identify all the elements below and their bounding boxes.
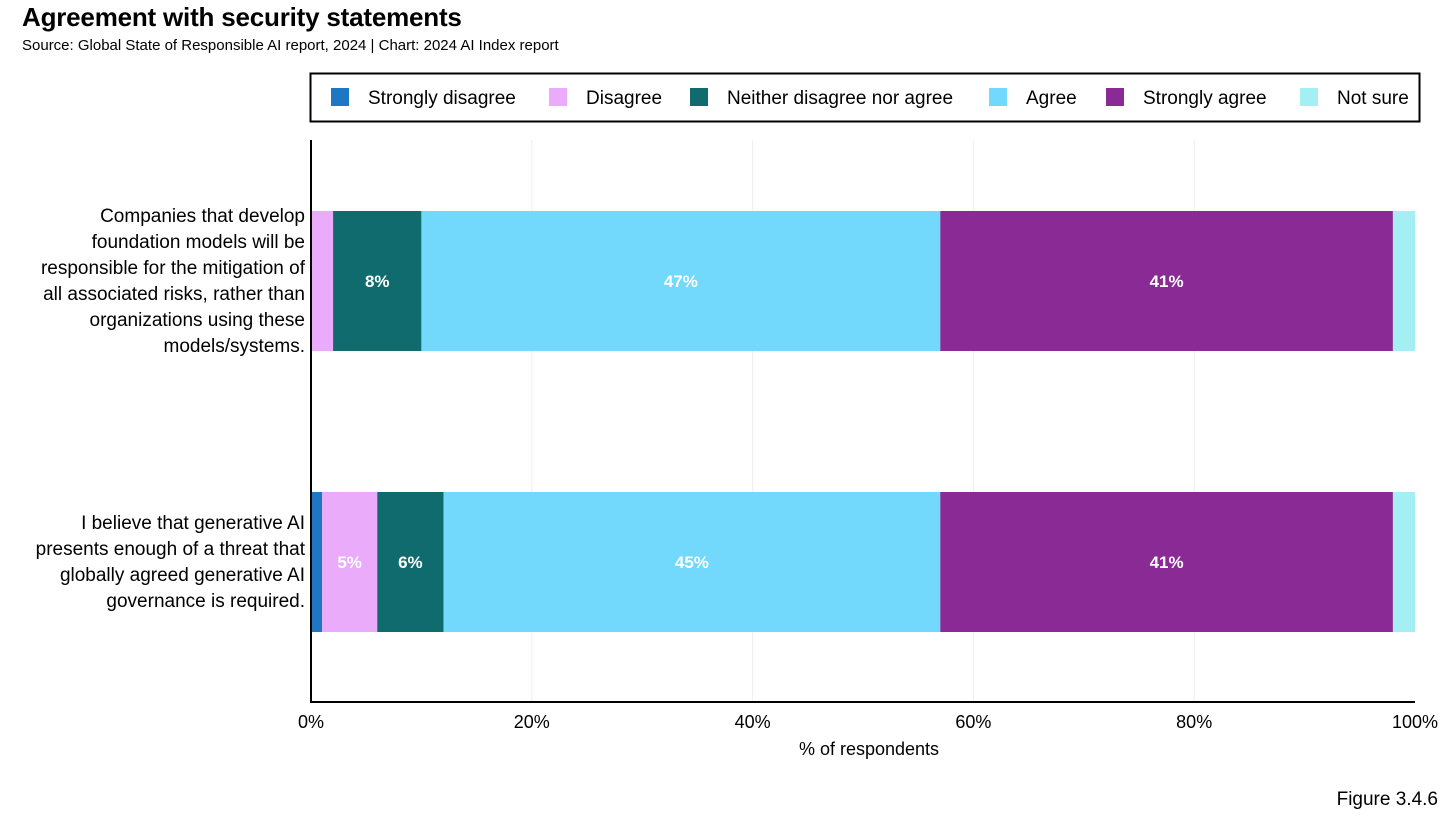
bar-segment — [1392, 211, 1415, 351]
bar-segment — [940, 492, 1393, 632]
legend-label: Agree — [1026, 88, 1077, 109]
legend-label: Disagree — [586, 88, 662, 109]
x-tick-label: 60% — [955, 712, 991, 732]
bar-segment — [1392, 492, 1415, 632]
legend-swatch — [1106, 88, 1124, 106]
data-label: 8% — [365, 272, 390, 291]
legend-swatch — [549, 88, 567, 106]
category-labels: Companies that develop foundation models … — [36, 206, 306, 612]
bar-segment — [333, 211, 422, 351]
category-label: I believe that generative AI presents eno… — [36, 513, 306, 612]
x-tick-labels: 0% 20% 40% 60% 80% 100% — [298, 712, 1438, 732]
legend-swatch — [989, 88, 1007, 106]
bars: 8% 47% 41% 5% 6% 45% 41% — [311, 211, 1415, 632]
legend-swatch — [331, 88, 349, 106]
legend-swatch — [1300, 88, 1318, 106]
bar-segment — [421, 211, 941, 351]
bar-segment — [940, 211, 1393, 351]
x-tick-label: 20% — [514, 712, 550, 732]
data-label: 6% — [398, 553, 423, 572]
data-label: 45% — [675, 553, 709, 572]
bar-segment — [311, 492, 323, 632]
bar-segment — [311, 211, 334, 351]
bar-segment — [322, 492, 378, 632]
x-tick-label: 80% — [1176, 712, 1212, 732]
legend-label: Not sure — [1337, 88, 1409, 109]
legend-label: Strongly agree — [1143, 88, 1267, 109]
x-axis-title: % of respondents — [799, 739, 939, 759]
category-label: Companies that develop foundation models … — [41, 206, 306, 357]
legend-label: Strongly disagree — [368, 88, 516, 109]
x-tick-label: 40% — [735, 712, 771, 732]
chart-title: Agreement with security statements — [22, 2, 462, 32]
legend: Strongly disagree Disagree Neither disagre… — [309, 72, 1421, 123]
figure-label: Figure 3.4.6 — [1336, 789, 1438, 810]
bar-segment — [443, 492, 941, 632]
x-tick-label: 0% — [298, 712, 324, 732]
legend-box — [309, 72, 1421, 123]
data-label: 41% — [1150, 272, 1184, 291]
legend-label: Neither disagree nor agree — [727, 88, 953, 109]
chart-subtitle: Source: Global State of Responsible AI r… — [22, 37, 559, 54]
bar-segment — [377, 492, 444, 632]
data-label: 47% — [664, 272, 698, 291]
data-label: 41% — [1150, 553, 1184, 572]
legend-swatch — [690, 88, 708, 106]
axes — [310, 140, 1415, 703]
x-tick-label: 100% — [1392, 712, 1438, 732]
data-label: 5% — [337, 553, 362, 572]
